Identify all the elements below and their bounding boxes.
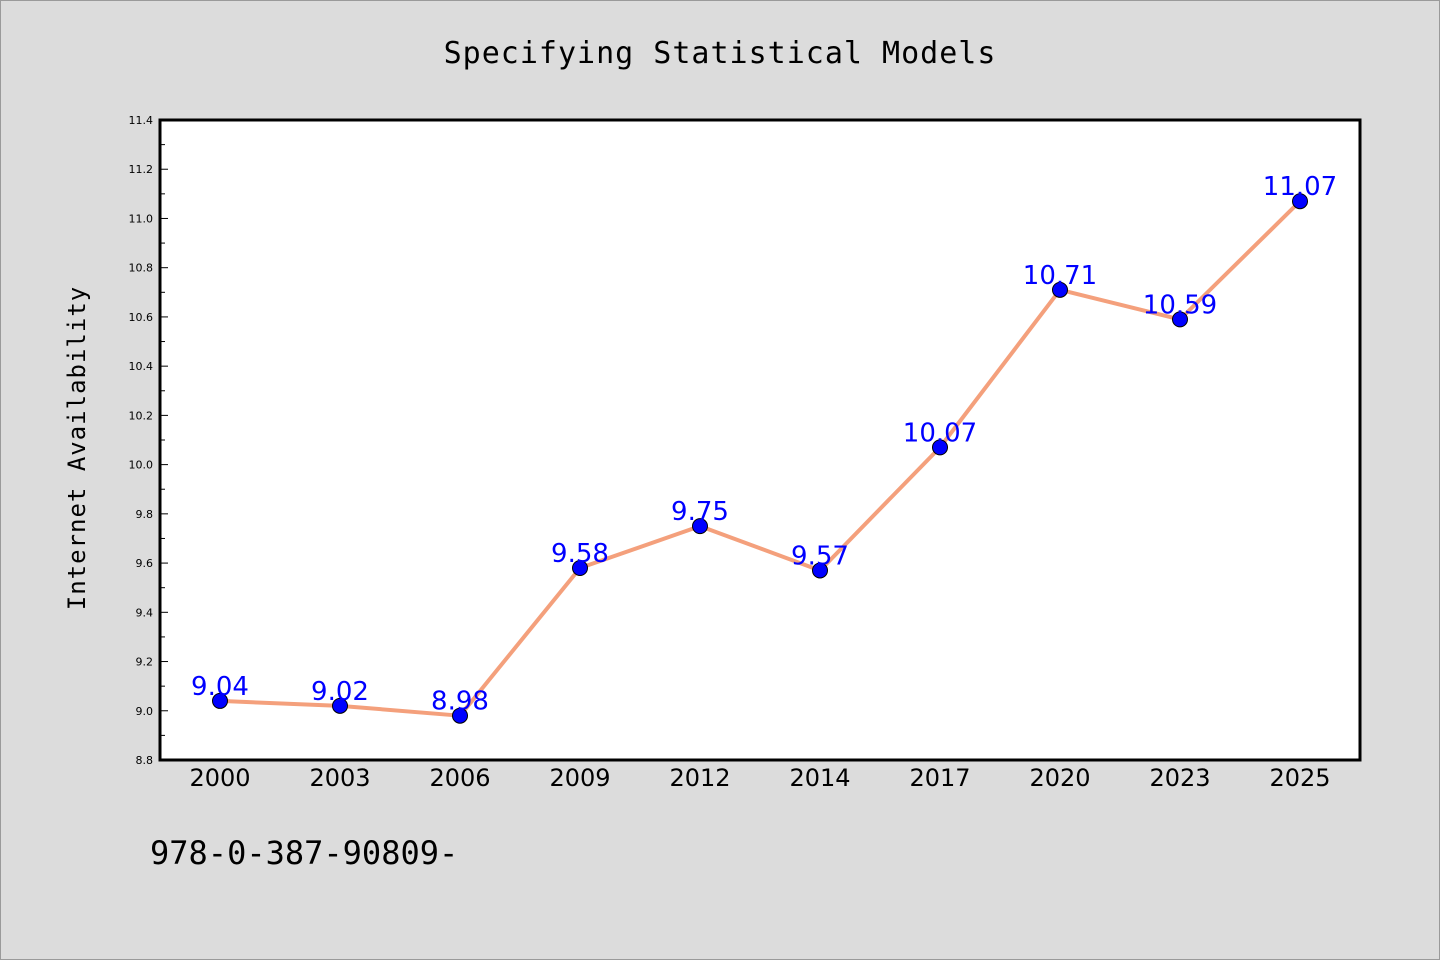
y-tick-label: 9.2: [136, 656, 154, 669]
y-tick-label: 11.4: [129, 114, 154, 127]
data-label: 9.57: [791, 541, 849, 571]
data-label: 9.02: [311, 677, 369, 707]
x-tick-label: 2012: [669, 764, 730, 792]
data-label: 9.04: [191, 672, 249, 702]
y-tick-label: 9.6: [136, 557, 154, 570]
data-labels-group: 9.04 9.02 8.98 9.58 9.75 9.57 10.07 10.71 10.59 1…: [191, 172, 1337, 716]
x-tick-label: 2006: [429, 764, 490, 792]
x-tick-label: 2023: [1149, 764, 1210, 792]
y-tick-label: 8.8: [136, 754, 154, 767]
chart-title: Specifying Statistical Models: [444, 36, 997, 71]
x-axis: 2000 2003 2006 2009 2012 2014 2017 2020 2023 2025: [189, 764, 1330, 792]
series-line-group: [218, 199, 1302, 718]
data-point: [692, 518, 708, 535]
isbn-annotation: 978-0-387-90809-: [150, 834, 458, 872]
y-axis-label: Internet Availability: [63, 286, 91, 610]
y-tick-label: 9.8: [136, 508, 154, 521]
x-tick-label: 2003: [309, 764, 370, 792]
data-point: [1292, 193, 1308, 210]
data-label: 10.71: [1023, 261, 1097, 291]
data-label: 8.98: [431, 687, 489, 717]
series-points-group: [212, 193, 1308, 724]
x-tick-label: 2020: [1029, 764, 1090, 792]
y-tick-label: 10.0: [129, 459, 154, 472]
plot-area: [160, 120, 1360, 760]
data-label: 10.07: [903, 418, 977, 448]
x-tick-label: 2017: [909, 764, 970, 792]
x-tick-label: 2000: [189, 764, 250, 792]
data-point: [932, 439, 948, 456]
data-point: [812, 562, 828, 579]
y-tick-label: 10.4: [129, 360, 154, 373]
data-point: [572, 560, 588, 576]
y-tick-label: 10.6: [129, 311, 154, 324]
data-point: [212, 692, 228, 709]
x-tick-label: 2014: [789, 764, 850, 792]
data-point: [1172, 311, 1188, 328]
y-tick-label: 10.2: [129, 409, 154, 422]
data-point: [1052, 281, 1068, 298]
y-tick-label: 9.4: [136, 606, 154, 619]
data-label: 9.58: [551, 539, 609, 569]
y-tick-label: 11.2: [129, 163, 154, 176]
data-label: 9.75: [671, 497, 729, 527]
y-tick-label: 10.8: [129, 262, 154, 275]
data-label: 10.59: [1143, 290, 1217, 320]
plot-border: [158, 118, 1362, 762]
data-point: [452, 707, 468, 724]
series-line: [218, 199, 1302, 718]
x-tick-label: 2025: [1269, 764, 1330, 792]
x-tick-label: 2009: [549, 764, 610, 792]
data-point: [332, 697, 348, 714]
y-tick-label: 9.0: [136, 705, 154, 718]
y-tick-label: 11.0: [129, 212, 154, 225]
data-label: 11.07: [1263, 172, 1337, 202]
